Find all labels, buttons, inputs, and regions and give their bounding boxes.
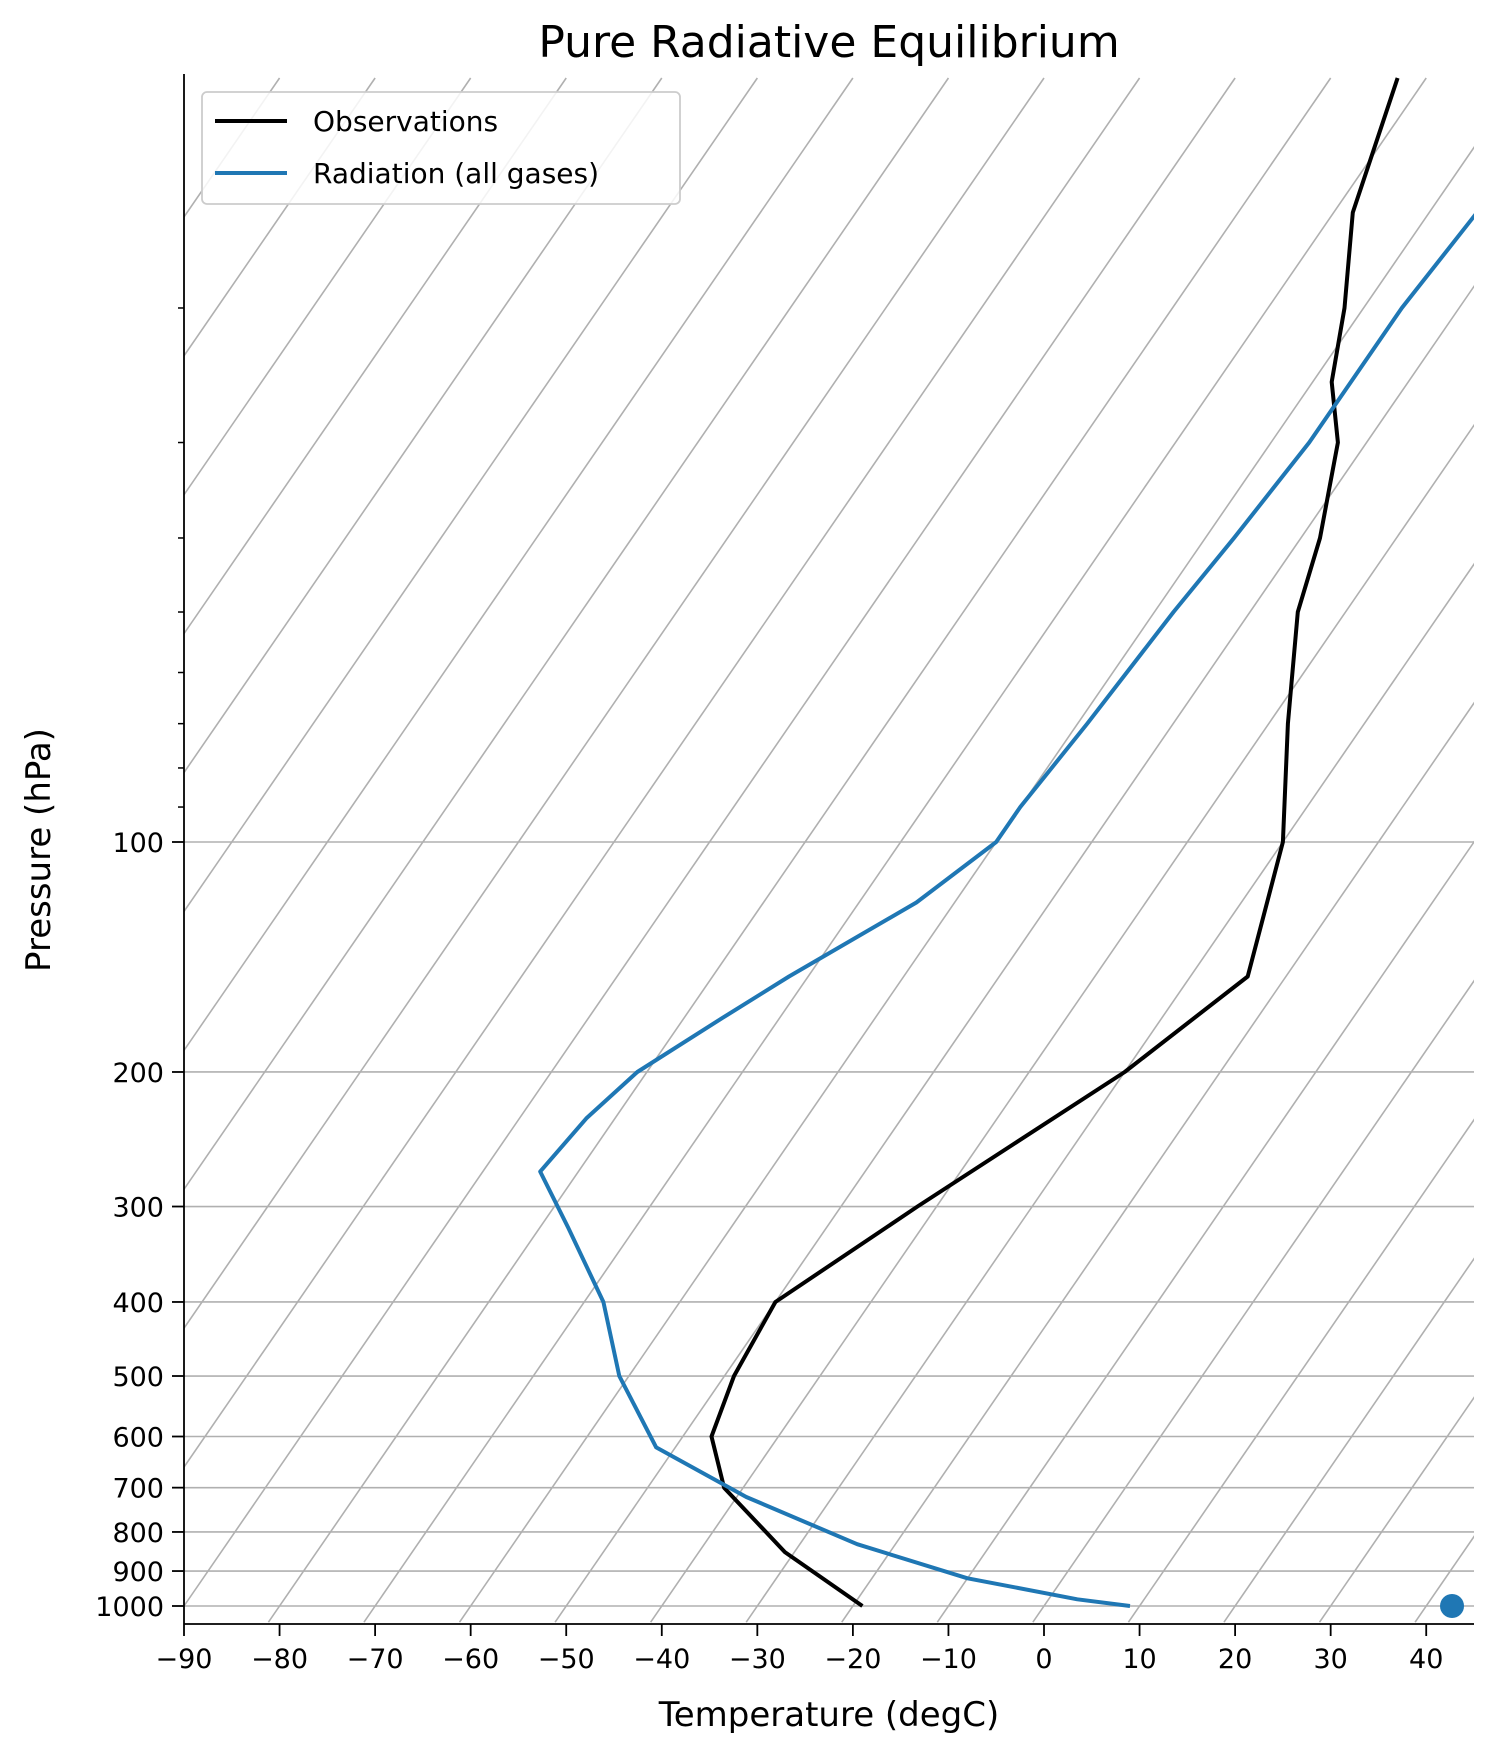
isotherm-gridline xyxy=(184,77,1045,1330)
y-tick-label: 600 xyxy=(112,1423,164,1454)
isotherm-gridline xyxy=(184,77,472,497)
y-axis-label: Pressure (hPa) xyxy=(19,728,59,972)
isotherm-gridline xyxy=(184,77,950,1191)
isotherm-gridline xyxy=(184,77,567,636)
chart-ticks: −90 −80 −70 −60 −50 −40 −30 −20 −10 0 10 20 30 40 100 2… xyxy=(95,307,1443,1675)
isotherm-gridline xyxy=(1032,979,1474,1623)
x-tick-label: 10 xyxy=(1122,1644,1156,1675)
isotherm-gridline xyxy=(1223,1257,1474,1623)
chart-grid xyxy=(184,77,1474,1623)
x-tick-label: −80 xyxy=(251,1644,308,1675)
y-tick-label: 200 xyxy=(112,1058,164,1089)
isotherm-gridline xyxy=(649,423,1474,1623)
x-axis-label: Temperature (degC) xyxy=(658,1695,1000,1735)
series-line-1 xyxy=(709,77,1400,1608)
y-tick-label: 400 xyxy=(112,1288,164,1319)
isotherm-gridline xyxy=(184,77,663,774)
isotherm-gridline xyxy=(184,77,376,358)
y-tick-label: 900 xyxy=(112,1557,164,1588)
isotherm-gridline xyxy=(184,77,758,913)
y-tick-label: 800 xyxy=(112,1518,164,1549)
x-tick-label: −50 xyxy=(538,1644,595,1675)
isotherm-gridline xyxy=(458,146,1474,1623)
chart-title: Pure Radiative Equilibrium xyxy=(538,17,1119,68)
x-tick-label: −10 xyxy=(920,1644,977,1675)
x-tick-label: −20 xyxy=(824,1644,881,1675)
x-tick-label: −60 xyxy=(442,1644,499,1675)
y-tick-label: 100 xyxy=(112,828,164,859)
chart-series-layer xyxy=(538,77,1474,1618)
x-tick-label: −90 xyxy=(156,1644,213,1675)
isotherm-gridline xyxy=(745,562,1474,1623)
x-tick-label: 20 xyxy=(1218,1644,1252,1675)
legend-box xyxy=(201,91,681,205)
y-tick-label: 300 xyxy=(112,1193,164,1224)
y-tick-label: 1000 xyxy=(95,1592,164,1623)
x-tick-label: −40 xyxy=(633,1644,690,1675)
isotherm-gridline xyxy=(267,77,1332,1623)
legend-label: Observations xyxy=(313,105,498,138)
x-tick-label: 0 xyxy=(1035,1644,1052,1675)
series-line-2 xyxy=(538,213,1474,1608)
x-tick-label: −30 xyxy=(729,1644,786,1675)
isotherm-gridline xyxy=(554,284,1474,1623)
isotherm-gridline xyxy=(184,77,1236,1608)
legend: Observations Radiation (all gases) xyxy=(201,91,681,205)
surface-marker xyxy=(1440,1594,1465,1618)
y-tick-label: 700 xyxy=(112,1474,164,1505)
x-tick-label: 40 xyxy=(1409,1644,1443,1675)
isotherm-gridline xyxy=(1414,1535,1474,1623)
isotherm-gridline xyxy=(184,77,1141,1469)
isotherm-gridline xyxy=(841,701,1474,1623)
x-tick-label: −70 xyxy=(347,1644,404,1675)
chart-axes xyxy=(183,74,1474,1625)
legend-label: Radiation (all gases) xyxy=(313,157,599,190)
isotherm-gridline xyxy=(1127,1118,1474,1623)
isotherm-gridline xyxy=(363,77,1427,1623)
x-tick-label: 30 xyxy=(1313,1644,1347,1675)
isotherm-gridline xyxy=(184,77,854,1052)
y-tick-label: 500 xyxy=(112,1362,164,1393)
isotherm-gridline xyxy=(936,840,1474,1623)
